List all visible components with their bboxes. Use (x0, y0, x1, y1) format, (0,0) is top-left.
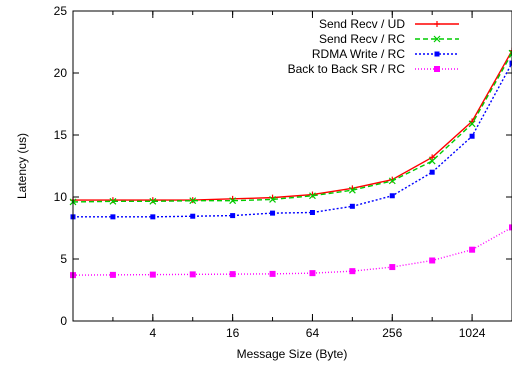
axes-layer: 0 5 10 15 20 25 4 16 64 256 1024 (54, 4, 512, 340)
y-tick-label: 10 (54, 190, 68, 204)
x-tick-label: 64 (306, 326, 320, 340)
y-tick-label: 15 (54, 128, 68, 142)
y-tick-label: 25 (54, 4, 68, 18)
y-axis-label: Latency (us) (15, 133, 29, 199)
data-point (434, 21, 440, 27)
y-tick-label: 5 (60, 252, 67, 266)
data-point (229, 197, 237, 205)
data-point (270, 210, 276, 216)
data-point (269, 270, 276, 277)
data-point (190, 213, 196, 219)
data-point (109, 197, 117, 205)
data-point (109, 271, 116, 278)
data-point (149, 271, 156, 278)
data-point (429, 257, 436, 264)
series-line (73, 50, 512, 201)
series-line (72, 52, 512, 203)
data-point (149, 197, 156, 204)
x-tick-label: 1024 (459, 326, 486, 340)
series-line (73, 62, 512, 218)
data-point (229, 271, 236, 278)
plot-frame (72, 10, 512, 322)
data-point (469, 246, 476, 253)
data-point (429, 154, 436, 161)
data-point (149, 197, 157, 205)
data-point (309, 270, 316, 277)
x-axis-label: Message Size (Byte) (237, 347, 348, 361)
legend-entry-label: Back to Back SR / RC (288, 62, 406, 76)
data-point (389, 264, 396, 271)
series (69, 49, 512, 206)
data-point (150, 214, 156, 220)
data-point (110, 214, 116, 220)
x-tick-label: 256 (382, 326, 402, 340)
series (70, 60, 512, 220)
data-point (349, 203, 355, 209)
data-point (230, 213, 236, 219)
data-point (428, 157, 436, 165)
legend-entry-label: RDMA Write / RC (312, 47, 405, 61)
y-tick-label: 20 (54, 66, 68, 80)
series (70, 224, 512, 279)
data-point (434, 66, 440, 72)
data-point (509, 60, 512, 66)
x-tick-label: 16 (226, 326, 240, 340)
data-point (189, 197, 197, 205)
data-point (269, 196, 276, 203)
data-point (189, 271, 196, 278)
x-tick-label: 4 (149, 326, 156, 340)
data-point (508, 49, 512, 57)
legend-entry-label: Send Recv / RC (319, 32, 405, 46)
series-line (72, 226, 512, 276)
data-point (468, 120, 476, 128)
data-point (388, 177, 396, 185)
data-point (349, 268, 356, 275)
data-point (389, 193, 395, 199)
data-point (309, 192, 316, 200)
data-point (509, 224, 512, 231)
data-point (429, 169, 435, 175)
legend-entry-label: Send Recv / UD (319, 17, 405, 31)
data-point (469, 133, 475, 139)
data-point (434, 51, 440, 57)
data-point (109, 197, 116, 204)
data-point (433, 35, 441, 43)
data-point (348, 186, 356, 194)
data-point (309, 191, 316, 198)
y-tick-label: 0 (60, 314, 67, 328)
data-point (309, 210, 315, 215)
series-layer (69, 47, 512, 279)
